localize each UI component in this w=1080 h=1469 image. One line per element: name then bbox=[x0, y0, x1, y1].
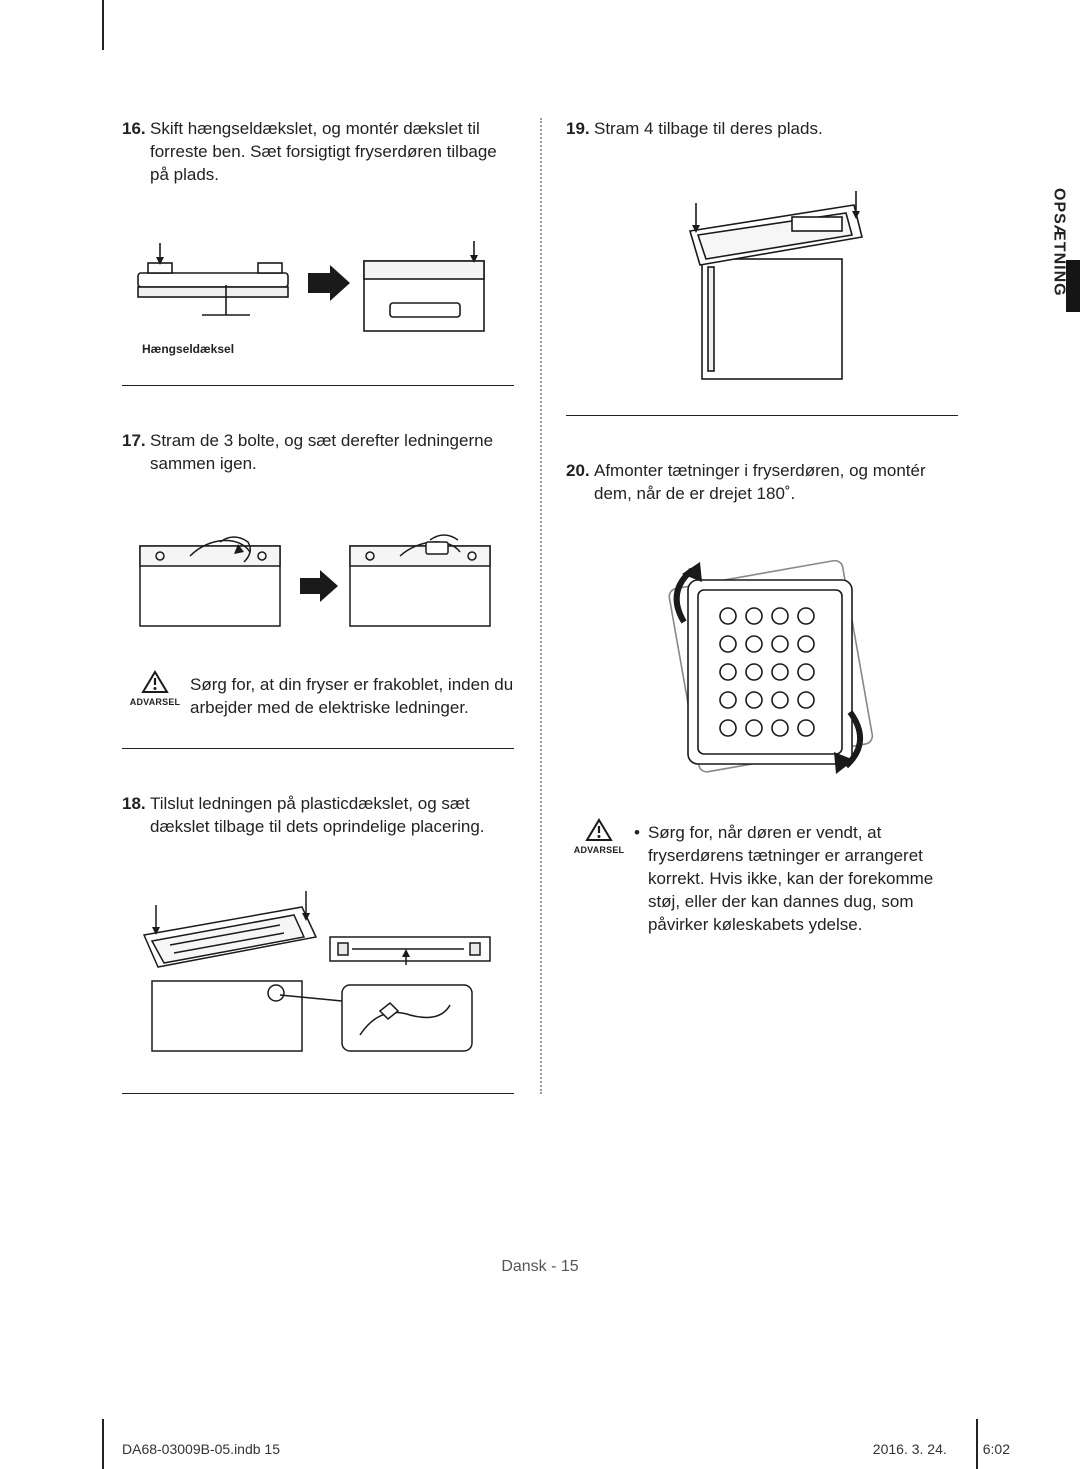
column-divider bbox=[540, 118, 542, 1094]
thumb-index-black bbox=[1066, 260, 1080, 312]
print-file: DA68-03009B-05.indb 15 bbox=[122, 1440, 280, 1459]
step-16-text: 16. Skift hængseldækslet, og montér dæks… bbox=[122, 118, 514, 187]
step-17-num: 17. bbox=[122, 430, 146, 453]
step-17-text: 17. Stram de 3 bolte, og sæt derefter le… bbox=[122, 430, 514, 476]
warning-20-text: Sørg for, når døren er vendt, at fryserd… bbox=[634, 818, 958, 937]
warning-20-body: Sørg for, når døren er vendt, at fryserd… bbox=[648, 822, 958, 937]
page-lang: Dansk - 15 bbox=[501, 1258, 578, 1275]
step-17-body: Stram de 3 bolte, og sæt derefter lednin… bbox=[150, 431, 493, 473]
figure-19 bbox=[574, 187, 958, 387]
step-18-text: 18. Tilslut ledningen på plasticdækslet,… bbox=[122, 793, 514, 839]
right-column: 19. Stram 4 tilbage til deres plads. bbox=[540, 118, 958, 1094]
step-19-body: Stram 4 tilbage til deres plads. bbox=[594, 119, 823, 138]
step-19-num: 19. bbox=[566, 118, 590, 141]
page-footer: Dansk - 15 bbox=[122, 1256, 958, 1278]
rule-after-17 bbox=[122, 748, 514, 749]
figure-18-svg bbox=[130, 885, 500, 1065]
crop-mark-top-left bbox=[76, 0, 104, 50]
warning-icon bbox=[141, 670, 169, 694]
step-16-num: 16. bbox=[122, 118, 146, 141]
warning-20-iconcol: ADVARSEL bbox=[572, 818, 626, 856]
left-column: 16. Skift hængseldækslet, og montér dæks… bbox=[122, 118, 540, 1094]
section-tab: OPSÆTNING bbox=[1044, 182, 1080, 482]
step-18-num: 18. bbox=[122, 793, 146, 816]
print-time: 6:02 bbox=[983, 1440, 1010, 1459]
figure-16-caption: Hængseldæksel bbox=[142, 341, 514, 357]
figure-18 bbox=[130, 885, 514, 1065]
rule-after-19 bbox=[566, 415, 958, 416]
step-20-text: 20. Afmonter tætninger i fryserdøren, og… bbox=[566, 460, 958, 506]
figure-17 bbox=[130, 522, 514, 642]
figure-17-svg bbox=[130, 522, 500, 642]
warning-17-label: ADVARSEL bbox=[130, 696, 180, 708]
page-content: 16. Skift hængseldækslet, og montér dæks… bbox=[122, 118, 958, 1338]
step-20: 20. Afmonter tætninger i fryserdøren, og… bbox=[566, 460, 958, 506]
figure-20 bbox=[574, 552, 958, 782]
figure-16 bbox=[130, 233, 514, 343]
figure-20-svg bbox=[636, 552, 896, 782]
step-18-body: Tilslut ledningen på plasticdækslet, og … bbox=[150, 794, 485, 836]
warning-17: ADVARSEL Sørg for, at din fryser er frak… bbox=[128, 670, 514, 720]
print-date: 2016. 3. 24. bbox=[873, 1440, 947, 1459]
step-16-body: Skift hængseldækslet, og montér dækslet … bbox=[150, 119, 497, 184]
step-18: 18. Tilslut ledningen på plasticdækslet,… bbox=[122, 793, 514, 839]
step-19-text: 19. Stram 4 tilbage til deres plads. bbox=[566, 118, 958, 141]
rule-after-18 bbox=[122, 1093, 514, 1094]
print-footer: DA68-03009B-05.indb 15 2016. 3. 24. 6:02 bbox=[122, 1440, 1010, 1459]
two-column-layout: 16. Skift hængseldækslet, og montér dæks… bbox=[122, 118, 958, 1094]
warning-20: ADVARSEL Sørg for, når døren er vendt, a… bbox=[572, 818, 958, 937]
crop-mark-bottom-left bbox=[76, 1419, 104, 1469]
warning-17-iconcol: ADVARSEL bbox=[128, 670, 182, 708]
step-19: 19. Stram 4 tilbage til deres plads. bbox=[566, 118, 958, 141]
rule-after-16 bbox=[122, 385, 514, 386]
step-20-body: Afmonter tætninger i fryserdøren, og mon… bbox=[594, 461, 926, 503]
step-16: 16. Skift hængseldækslet, og montér dæks… bbox=[122, 118, 514, 187]
figure-16-svg bbox=[130, 233, 500, 343]
warning-20-label: ADVARSEL bbox=[574, 844, 624, 856]
step-17: 17. Stram de 3 bolte, og sæt derefter le… bbox=[122, 430, 514, 476]
step-20-num: 20. bbox=[566, 460, 590, 483]
figure-19-svg bbox=[656, 187, 876, 387]
warning-icon bbox=[585, 818, 613, 842]
warning-17-text: Sørg for, at din fryser er frakoblet, in… bbox=[190, 670, 514, 720]
